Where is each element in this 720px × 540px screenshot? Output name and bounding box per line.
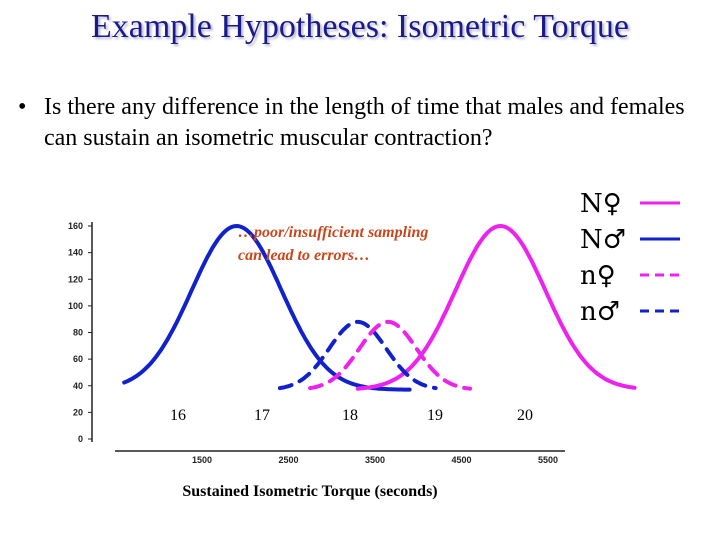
chart-text: …poor/insufficient sampling can lead to … [182, 224, 437, 500]
series-dashed-male [277, 319, 438, 391]
y-tick-label: 120 [68, 274, 83, 284]
legend-label: n♂ [580, 297, 620, 327]
bullet-text: Is there any difference in the length of… [44, 94, 685, 151]
legend-label: N♂ [580, 225, 626, 255]
series-layer [122, 223, 637, 392]
y-tick-label: 40 [73, 381, 83, 391]
axes: 0 20 40 60 80 100 120 140 160 1500 2500 3500 4500 550… [68, 221, 565, 465]
x-axis-title: Sustained Isometric Torque (seconds) [182, 483, 437, 500]
annotation-line-1: …poor/insufficient sampling [238, 224, 428, 241]
legend-label: N♀ [580, 189, 622, 219]
annotation-line-2: can lead to errors… [238, 247, 370, 264]
slide-title: Example Hypotheses: Isometric Torque [90, 8, 630, 45]
x-tick-label: 4500 [451, 455, 471, 465]
y-tick-label: 80 [73, 328, 83, 338]
y-tick-label: 100 [68, 301, 83, 311]
y-tick-label: 160 [68, 221, 83, 231]
x-tick-label: 5500 [538, 455, 558, 465]
y-tick-label: 140 [68, 248, 83, 258]
secondary-x-label: 17 [254, 407, 270, 424]
bullet-marker: • [18, 94, 27, 120]
legend: N♀ N♂ n♀ n♂ [580, 189, 680, 327]
x-tick-label: 2500 [278, 455, 298, 465]
legend-label: n♀ [580, 261, 616, 291]
bullet-item: • Is there any difference in the length … [18, 92, 708, 154]
x-tick-label: 3500 [365, 455, 385, 465]
secondary-x-label: 20 [517, 407, 533, 424]
y-tick-label: 20 [73, 407, 83, 417]
x-tick-label: 1500 [192, 455, 212, 465]
y-tick-label: 0 [78, 434, 83, 444]
series-dashed-female [308, 319, 473, 391]
secondary-x-label: 18 [342, 407, 358, 424]
y-tick-label: 60 [73, 354, 83, 364]
secondary-x-label: 19 [427, 407, 443, 424]
secondary-x-label: 16 [170, 407, 186, 424]
